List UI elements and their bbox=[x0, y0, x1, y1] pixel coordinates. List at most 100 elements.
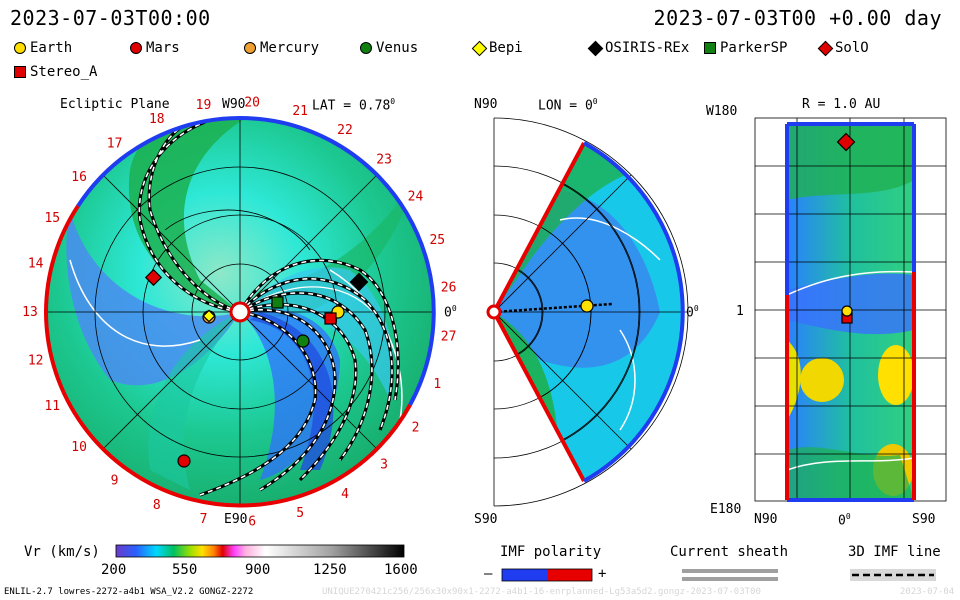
carrington-number: 9 bbox=[111, 473, 119, 488]
carrington-number: 16 bbox=[71, 170, 87, 185]
legend-mercury-label: Mercury bbox=[260, 40, 320, 56]
colorbar-tick-550: 550 bbox=[172, 562, 198, 578]
parkersp-marker-icon bbox=[704, 42, 716, 54]
radial-earth-marker bbox=[841, 305, 853, 317]
ecliptic-title: Ecliptic Plane bbox=[60, 97, 170, 112]
radial-x-left: N90 bbox=[754, 512, 778, 527]
radial-x-right: S90 bbox=[912, 512, 936, 527]
mars-marker bbox=[177, 454, 191, 468]
meridional-top-label: N90 bbox=[474, 97, 498, 112]
right-datetime: 2023-07-03T00 +0.00 day bbox=[653, 6, 942, 30]
radial-left-label: 1 bbox=[736, 304, 744, 319]
carrington-number: 2 bbox=[412, 420, 420, 435]
radial-title: R = 1.0 AU bbox=[802, 97, 881, 112]
ecliptic-bottom-label: E90 bbox=[224, 512, 248, 527]
carrington-number: 24 bbox=[408, 190, 424, 205]
imf-polarity-plus: + bbox=[598, 566, 607, 582]
imf-line-symbol bbox=[850, 569, 936, 581]
carrington-number: 13 bbox=[22, 305, 38, 320]
stereo-a-marker bbox=[324, 312, 337, 325]
carrington-number: 25 bbox=[429, 233, 445, 248]
carrington-number: 12 bbox=[28, 353, 44, 368]
stereo-a-marker-icon bbox=[14, 66, 26, 78]
carrington-number: 22 bbox=[337, 123, 353, 138]
ecliptic-right-label: 00 bbox=[444, 304, 457, 321]
carrington-number: 5 bbox=[296, 506, 304, 521]
venus-marker bbox=[296, 334, 310, 348]
osiris-rex-marker bbox=[349, 272, 369, 292]
legend-bepi-label: Bepi bbox=[489, 40, 523, 56]
radial-x-mid: 00 bbox=[838, 512, 851, 529]
legend-bepi: Bepi bbox=[471, 40, 523, 56]
ecliptic-top-label: W90 bbox=[222, 97, 246, 112]
carrington-number: 6 bbox=[248, 515, 256, 530]
radial-bottom-label: E180 bbox=[710, 502, 742, 517]
vr-colorbar bbox=[115, 544, 405, 558]
current-sheath-title: Current sheath bbox=[670, 544, 789, 560]
solo-marker bbox=[144, 268, 163, 287]
parkersp-marker bbox=[271, 296, 284, 309]
ecliptic-lat-label: LAT = 0.780 bbox=[312, 97, 396, 114]
legend-solo: SolO bbox=[817, 40, 869, 56]
legend-earth: Earth bbox=[14, 40, 72, 56]
legend-mars: Mars bbox=[130, 40, 180, 56]
legend-stereo-a: Stereo_A bbox=[14, 64, 97, 80]
meridional-lon-label: LON = 00 bbox=[538, 97, 598, 114]
imf-polarity-positive-bar bbox=[548, 569, 592, 581]
venus-marker-icon bbox=[360, 42, 372, 54]
meridional-bottom-label: S90 bbox=[474, 512, 498, 527]
imf-line-title: 3D IMF line bbox=[848, 544, 941, 560]
carrington-number: 21 bbox=[292, 104, 308, 119]
bepi-marker bbox=[202, 309, 216, 323]
current-sheath-symbol bbox=[682, 569, 778, 581]
imf-polarity-negative-bar bbox=[502, 569, 548, 581]
mercury-marker-icon bbox=[244, 42, 256, 54]
meridional-right-label: 00 bbox=[686, 304, 699, 321]
radial-solo-marker bbox=[836, 132, 856, 152]
carrington-number: 19 bbox=[196, 98, 212, 113]
carrington-number: 10 bbox=[71, 440, 87, 455]
legend-mars-label: Mars bbox=[146, 40, 180, 56]
imf-polarity-minus: – bbox=[484, 566, 493, 582]
colorbar-tick-200: 200 bbox=[101, 562, 127, 578]
left-datetime: 2023-07-03T00:00 bbox=[10, 6, 211, 30]
carrington-number: 27 bbox=[441, 329, 457, 344]
legend-mercury: Mercury bbox=[244, 40, 319, 56]
carrington-number: 20 bbox=[244, 95, 260, 110]
carrington-number: 8 bbox=[153, 498, 161, 513]
carrington-number: 15 bbox=[44, 211, 60, 226]
colorbar-label: Vr (km/s) bbox=[24, 544, 100, 560]
ecliptic-plane-plot: 19 20212223242526271234567891011121314151… bbox=[22, 95, 456, 529]
carrington-number: 18 bbox=[149, 112, 165, 127]
footer-watermark-date: 2023-07-04 bbox=[900, 587, 955, 597]
legend-earth-label: Earth bbox=[30, 40, 73, 56]
legend-parkersp: ParkerSP bbox=[704, 40, 787, 56]
carrington-number: 3 bbox=[380, 458, 388, 473]
legend-stereo-a-label: Stereo_A bbox=[30, 64, 98, 80]
carrington-number: 17 bbox=[107, 137, 123, 152]
carrington-number: 11 bbox=[44, 399, 60, 414]
colorbar-tick-900: 900 bbox=[245, 562, 271, 578]
earth-marker-icon bbox=[14, 42, 26, 54]
meridional-earth-marker bbox=[580, 299, 594, 313]
radial-top-label: W180 bbox=[706, 104, 738, 119]
footer-version: ENLIL-2.7 lowres-2272-a4b1 WSA_V2.2 GONG… bbox=[4, 587, 254, 597]
carrington-number: 26 bbox=[441, 281, 457, 296]
mars-marker-icon bbox=[130, 42, 142, 54]
legend-solo-label: SolO bbox=[835, 40, 869, 56]
carrington-number: 7 bbox=[200, 512, 208, 527]
carrington-number: 14 bbox=[28, 257, 44, 272]
colorbar-tick-1250: 1250 bbox=[313, 562, 347, 578]
carrington-number: 1 bbox=[433, 377, 441, 392]
legend-parkersp-label: ParkerSP bbox=[720, 40, 788, 56]
legend-osiris-rex-label: OSIRIS-REx bbox=[605, 40, 690, 56]
radial-sphere-plot bbox=[754, 117, 947, 502]
legend-venus: Venus bbox=[360, 40, 418, 56]
colorbar-tick-1600: 1600 bbox=[384, 562, 418, 578]
legend-venus-label: Venus bbox=[376, 40, 419, 56]
carrington-number: 23 bbox=[376, 152, 392, 167]
legend-osiris-rex: OSIRIS-REx bbox=[587, 40, 690, 56]
imf-polarity-title: IMF polarity bbox=[500, 544, 602, 560]
footer-watermark-run: UNIQUE270421c256/256x30x90x1-2272-a4b1-1… bbox=[322, 587, 761, 597]
